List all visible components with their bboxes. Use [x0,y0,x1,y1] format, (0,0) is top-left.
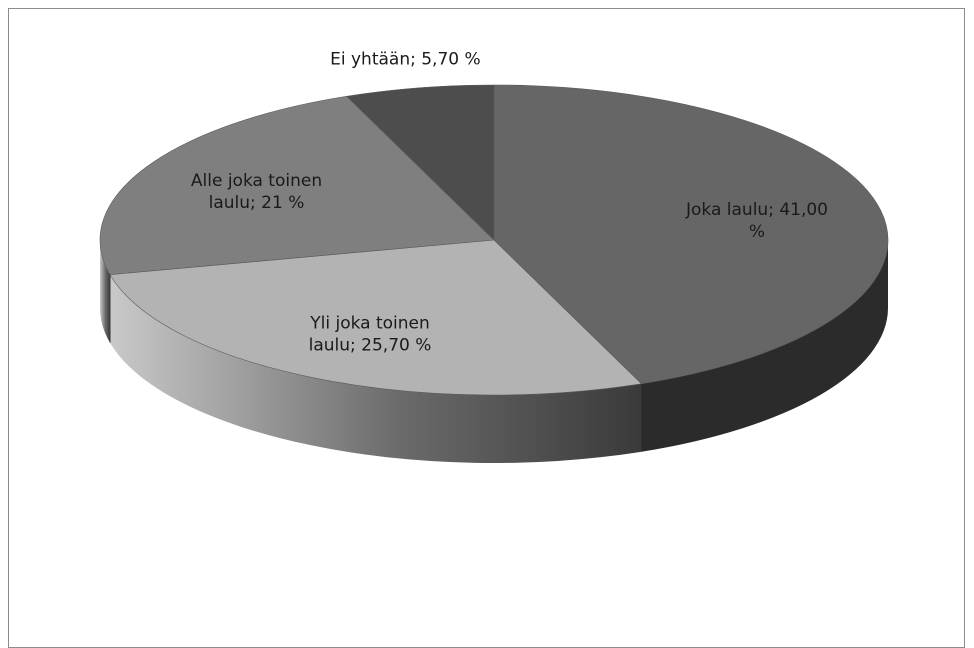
slice-label-0: Joka laulu; 41,00% [685,200,828,242]
slice-label-line: laulu; 21 % [209,193,305,213]
slice-label-line: Joka laulu; 41,00 [685,200,828,220]
pie-tops [99,84,889,396]
pie-slice-0 [493,84,889,385]
slice-label-1: Yli joka toinen laulu; 25,70 % [309,313,432,355]
slice-label-line: % [749,222,765,242]
pie-side-1 [109,274,642,463]
slice-label-line: laulu; 25,70 % [309,335,432,355]
slice-label-line: Ei yhtään; 5,70 % [330,50,481,70]
pie-slice-2 [99,95,495,275]
slice-label-line: Yli joka toinen [309,313,430,333]
slice-label-3: Ei yhtään; 5,70 % [330,50,481,70]
pie-slice-3 [345,84,495,241]
pie-side-2 [100,240,110,343]
slice-label-2: Alle joka toinen laulu; 21 % [191,171,322,213]
pie-chart: Joka laulu; 41,00 %Yli joka toinen laulu; … [99,50,889,463]
pie-side-0 [641,240,888,452]
slice-label-line: Alle joka toinen [191,171,322,191]
pie-labels: Joka laulu; 41,00 %Yli joka toinen laulu; … [191,50,828,356]
pie-slice-1 [109,239,643,396]
pie-sides [100,240,888,463]
